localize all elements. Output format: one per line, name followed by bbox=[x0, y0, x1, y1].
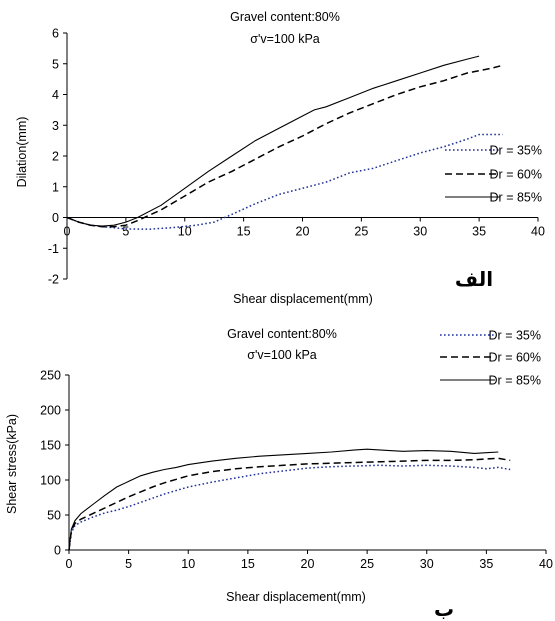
dilation-x-tick-label: 35 bbox=[472, 225, 486, 239]
stress-x-tick-label: 0 bbox=[66, 557, 73, 571]
stress-x-tick-label: 20 bbox=[301, 557, 315, 571]
stress-title-line-2: σ'v=100 kPa bbox=[247, 348, 317, 362]
stress-series-group bbox=[68, 448, 511, 551]
dilation-x-tick-label: 15 bbox=[237, 225, 251, 239]
dilation-panel-label: الف bbox=[455, 267, 493, 291]
dilation-chart: Gravel content:80% σ'v=100 kPa -2 -1 0 1 2 3 4… bbox=[15, 10, 545, 306]
dilation-x-tick-label: 5 bbox=[122, 225, 129, 239]
dilation-y-axis-label: Dilation(mm) bbox=[15, 117, 29, 188]
stress-x-tick-label: 25 bbox=[360, 557, 374, 571]
stress-y-tick-label: 0 bbox=[54, 544, 61, 558]
dilation-y-tick-label: 5 bbox=[52, 57, 59, 71]
dilation-x-tick-label: 0 bbox=[64, 225, 71, 239]
dilation-title-line-2: σ'v=100 kPa bbox=[250, 32, 320, 46]
stress-legend: Dr = 35% Dr = 60% Dr = 85% bbox=[440, 329, 541, 388]
dilation-series-line-3 bbox=[66, 55, 480, 227]
stress-legend-label-3: Dr = 85% bbox=[489, 374, 541, 388]
dilation-series-group bbox=[66, 55, 503, 230]
stress-x-tick-label: 35 bbox=[479, 557, 493, 571]
stress-legend-label-2: Dr = 60% bbox=[489, 351, 541, 365]
stress-x-tick-label: 30 bbox=[420, 557, 434, 571]
stress-y-tick-label: 150 bbox=[40, 439, 61, 453]
stress-legend-label-1: Dr = 35% bbox=[489, 329, 541, 343]
dilation-x-tick-label: 40 bbox=[531, 225, 545, 239]
stress-title-line-1: Gravel content:80% bbox=[227, 327, 337, 341]
stress-y-tick-label: 100 bbox=[40, 474, 61, 488]
dilation-title-line-1: Gravel content:80% bbox=[230, 10, 340, 24]
stress-y-tick-label: 250 bbox=[40, 369, 61, 383]
dilation-x-tick-label: 30 bbox=[413, 225, 427, 239]
shear-stress-chart: Gravel content:80% σ'v=100 kPa 050100150… bbox=[5, 327, 553, 621]
dilation-y-tick-label: 2 bbox=[52, 150, 59, 164]
stress-series-line-2 bbox=[68, 457, 511, 551]
dilation-x-tick-label: 25 bbox=[354, 225, 368, 239]
stress-x-tick-label: 5 bbox=[125, 557, 132, 571]
dilation-y-tick-label: -2 bbox=[48, 273, 59, 287]
stress-series-line-1 bbox=[68, 464, 511, 551]
dilation-legend: Dr = 35% Dr = 60% Dr = 85% bbox=[445, 144, 542, 205]
dilation-y-tick-label: 4 bbox=[52, 88, 59, 102]
dilation-legend-label-2: Dr = 60% bbox=[490, 168, 542, 182]
stress-x-tick-label: 10 bbox=[181, 557, 195, 571]
dilation-x-tick-label: 20 bbox=[296, 225, 310, 239]
dilation-legend-label-3: Dr = 85% bbox=[490, 191, 542, 205]
dilation-series-line-2 bbox=[66, 64, 503, 228]
stress-y-axis-label: Shear stress(kPa) bbox=[5, 414, 19, 514]
dilation-legend-label-1: Dr = 35% bbox=[490, 144, 542, 158]
dilation-series-line-1 bbox=[66, 133, 503, 230]
stress-y-tick-label: 200 bbox=[40, 404, 61, 418]
dilation-y-tick-label: 6 bbox=[52, 27, 59, 41]
dilation-axes: -2 -1 0 1 2 3 4 5 6 0 5 10 15 20 25 30 35 40 bbox=[48, 27, 545, 287]
stress-x-axis-label: Shear displacement(mm) bbox=[226, 590, 366, 604]
dilation-y-tick-label: 3 bbox=[52, 119, 59, 133]
dilation-y-tick-label: -1 bbox=[48, 242, 59, 256]
stress-series-line-3 bbox=[68, 448, 499, 551]
dilation-y-tick-label: 0 bbox=[52, 211, 59, 225]
stress-axes: 0 50 100 150 200 250 0 5 10 15 20 25 30 35 40 bbox=[40, 369, 553, 572]
dilation-x-axis-label: Shear displacement(mm) bbox=[233, 292, 373, 306]
stress-y-tick-label: 50 bbox=[47, 509, 61, 523]
stress-x-tick-label: 40 bbox=[539, 557, 553, 571]
dilation-y-tick-label: 1 bbox=[52, 180, 59, 194]
dilation-x-tick-label: 10 bbox=[178, 225, 192, 239]
stress-x-tick-label: 15 bbox=[241, 557, 255, 571]
stress-panel-label: ب bbox=[434, 597, 454, 621]
